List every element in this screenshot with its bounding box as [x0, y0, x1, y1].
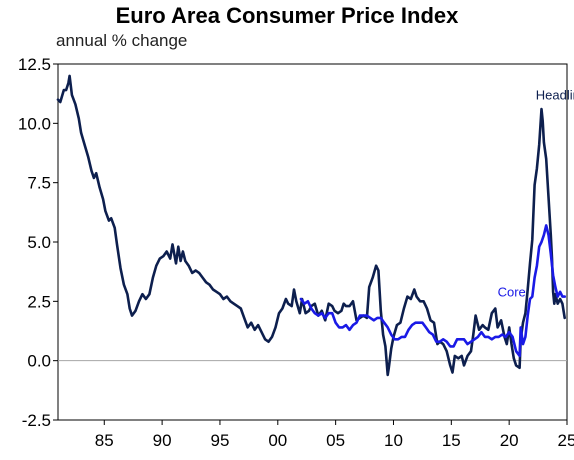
series-line-core: [299, 224, 566, 358]
x-tick-label: 15: [442, 431, 461, 450]
y-tick-label: 12.5: [18, 55, 51, 74]
chart-title: Euro Area Consumer Price Index: [116, 3, 460, 28]
y-tick-label: 2.5: [27, 292, 51, 311]
x-tick-label: 05: [326, 431, 345, 450]
plot-area: [57, 63, 568, 421]
x-tick-label: 95: [210, 431, 229, 450]
x-tick-label: 90: [153, 431, 172, 450]
x-tick-label: 00: [268, 431, 287, 450]
series-line-headline: [56, 74, 566, 377]
x-tick-label: 20: [500, 431, 519, 450]
x-tick-label: 85: [95, 431, 114, 450]
x-axis: 85 90 95 00 05 10 15 20 25: [95, 420, 574, 450]
y-tick-label: 5.0: [27, 233, 51, 252]
series-lines: [56, 74, 566, 377]
y-tick-label: 0.0: [27, 352, 51, 371]
y-tick-label: 7.5: [27, 174, 51, 193]
y-tick-label: -2.5: [22, 411, 51, 430]
y-axis: 12.5 10.0 7.5 5.0 2.5 0.0 -2.5: [18, 55, 58, 430]
chart-subtitle: annual % change: [56, 31, 187, 50]
series-label-headline: Headline: [536, 88, 574, 103]
y-tick-label: 10.0: [18, 114, 51, 133]
series-annotations: Headline Core: [498, 88, 574, 300]
x-tick-label: 10: [384, 431, 403, 450]
series-label-core: Core: [498, 285, 526, 300]
x-tick-label: 25: [558, 431, 574, 450]
